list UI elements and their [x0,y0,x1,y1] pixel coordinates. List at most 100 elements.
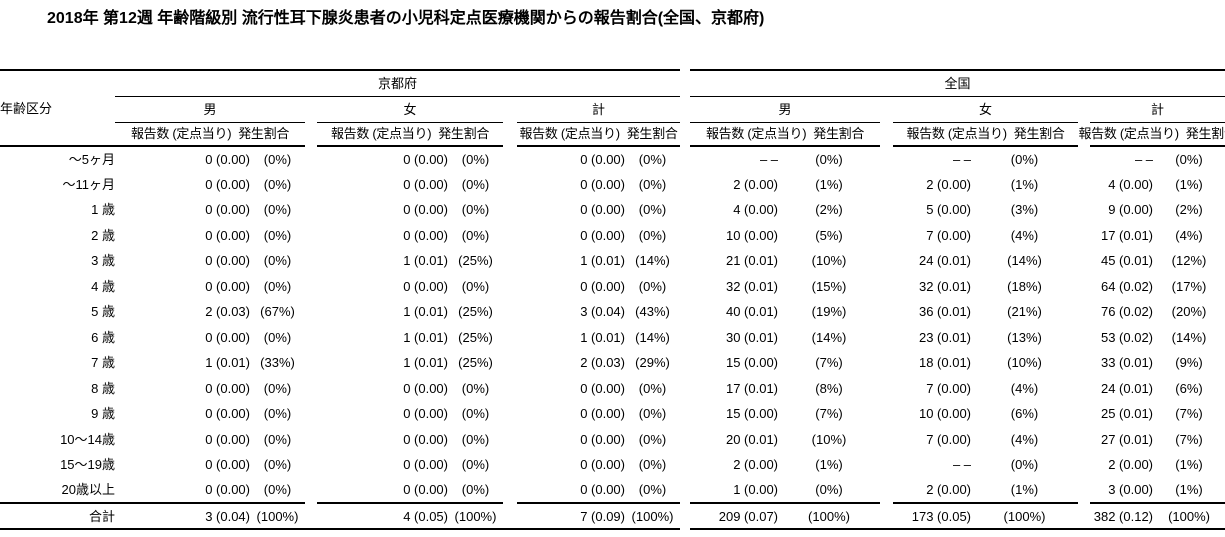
table-row: 5 歳 2 (0.03) (67%) 1 (0.01) (25%) 3 (0.04) (43… [0,299,1225,325]
spacer [680,503,690,529]
count-cell: 209 (0.07) [690,502,779,530]
spacer [1078,325,1090,351]
count-cell: 32 (0.01) [918,278,972,294]
spacer [503,223,517,249]
percent-cell: (2%) [815,202,843,218]
age-cell: 3 歳 [91,253,115,269]
spacer [305,325,317,351]
age-cell: 4 歳 [91,278,115,294]
table-row: 10〜14歳 0 (0.00) (0%) 0 (0.00) (0%) 0 (0.00) (0… [0,427,1225,453]
percent-cell: (12%) [1171,253,1207,269]
percent-cell: (0%) [461,406,490,422]
spacer [503,122,517,146]
count-cell: 2 (0.00) [1108,457,1154,473]
count-cell: 0 (0.00) [205,482,250,498]
percent-cell: (29%) [635,355,670,371]
percent-cell: (0%) [1010,151,1039,167]
spacer [1078,503,1091,530]
sex-header-total: 計 [1090,96,1225,123]
percent-cell: (0%) [461,482,490,498]
count-cell: 0 (0.00) [580,406,625,422]
rate-header: 発生割合 [238,126,290,142]
percent-cell: (0%) [638,457,667,473]
percent-cell: (0%) [461,380,490,396]
age-cell: 8 歳 [91,380,115,396]
count-cell: 3 (0.00) [1108,482,1154,498]
percent-cell: (7%) [1175,431,1203,447]
percent-cell: (21%) [1007,304,1042,320]
percent-cell: (0%) [263,482,292,498]
count-cell: 4 (0.00) [733,202,779,218]
age-cell: 合計 [0,502,115,530]
rate-header: 発生割合 [1013,126,1065,142]
spacer [880,197,893,223]
count-cell: 9 (0.00) [1108,202,1154,218]
count-cell: – – [1134,151,1154,167]
count-cell: 0 (0.00) [580,278,625,294]
measure-header: 報告数 (定点当り) 発生割合 [1078,122,1225,147]
sex-header-female: 女 [893,96,1079,123]
spacer [680,248,690,274]
count-cell: 1 (0.01) [580,329,625,345]
spacer [305,401,317,427]
spacer [305,452,317,478]
percent-cell: (0%) [1010,457,1039,473]
age-cell: 20歳以上 [61,482,115,498]
count-cell: 15 (0.00) [725,355,779,371]
count-cell: 10 (0.00) [725,227,779,243]
count-header: 報告数 (定点当り) [519,126,620,142]
count-cell: 7 (0.09) [517,502,625,530]
percent-cell: (17%) [1171,278,1207,294]
percent-cell: (6%) [1175,380,1203,396]
count-cell: 5 (0.00) [926,202,972,218]
count-cell: 15 (0.00) [725,406,779,422]
measure-header: 報告数 (定点当り) 発生割合 [690,122,881,147]
count-cell: 1 (0.01) [205,355,250,371]
age-cell: 7 歳 [91,355,115,371]
spacer [503,478,517,504]
percent-cell: (1%) [1175,176,1203,192]
count-cell: 3 (0.04) [580,304,625,320]
percent-cell: (100%) [625,502,681,530]
spacer [680,325,690,351]
count-cell: 1 (0.01) [403,253,448,269]
count-cell: 0 (0.00) [580,482,625,498]
age-cell: 〜11ヶ月 [62,176,116,192]
count-cell: 0 (0.00) [403,482,448,498]
count-cell: 4 (0.05) [317,502,448,530]
percent-cell: (20%) [1171,304,1207,320]
count-cell: 30 (0.01) [725,329,779,345]
percent-cell: (100%) [778,502,881,530]
percent-cell: (33%) [260,355,295,371]
spacer [305,350,317,376]
count-cell: 2 (0.00) [926,176,972,192]
count-cell: 0 (0.00) [403,202,448,218]
spacer [1078,376,1090,402]
percent-cell: (0%) [461,227,490,243]
count-header: 報告数 (定点当り) [330,126,432,142]
spacer [680,172,690,198]
count-cell: 17 (0.01) [1100,227,1154,243]
spacer [503,146,517,172]
spacer [1078,478,1090,504]
count-cell: 7 (0.00) [926,227,972,243]
spacer [503,503,517,530]
count-cell: – – [759,151,779,167]
spacer [305,96,317,122]
spacer [503,96,517,122]
percent-cell: (0%) [638,151,667,167]
count-cell: 1 (0.01) [403,329,448,345]
spacer [1078,452,1090,478]
percent-cell: (1%) [1010,482,1039,498]
spacer [880,223,893,249]
spacer [880,478,893,504]
percent-cell: (14%) [1007,253,1042,269]
count-cell: 36 (0.01) [918,304,972,320]
count-cell: 0 (0.00) [580,151,625,167]
percent-cell: (0%) [263,431,292,447]
spacer [1078,350,1090,376]
count-cell: 17 (0.01) [725,380,779,396]
percent-cell: (1%) [1010,176,1039,192]
region-header-kyoto: 京都府 [115,69,681,97]
percent-cell: (7%) [815,355,843,371]
